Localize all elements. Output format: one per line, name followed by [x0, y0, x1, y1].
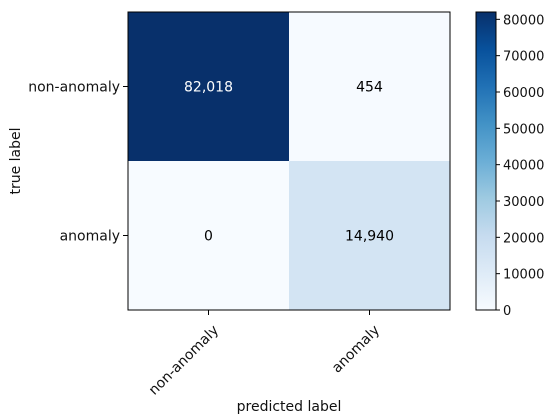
colorbar-tick-label-2: 20000: [503, 231, 544, 246]
x-axis-ticks: non-anomaly anomaly: [146, 310, 383, 399]
cell-value-label-0-0: 82,018: [184, 80, 233, 96]
heatmap-cell-1-0: [128, 161, 289, 310]
colorbar-tick-label-5: 50000: [503, 122, 544, 137]
heatmap-cell-0-1: [289, 12, 450, 161]
cell-value-label-0-1: 454: [356, 80, 383, 96]
y-tick-label-0: non-anomaly: [28, 80, 120, 96]
heatmap-cell-1-1: [289, 161, 450, 310]
colorbar-tick-label-1: 10000: [503, 268, 544, 283]
y-axis-ticks: non-anomaly anomaly: [28, 80, 128, 245]
plot-frame: [127, 11, 451, 311]
colorbar-ticks: 0 10000 20000 30000 40000 50000 60000 70000 8000…: [496, 13, 544, 319]
cell-value-label-1-1: 14,940: [345, 229, 394, 245]
colorbar-gradient: [475, 11, 497, 311]
colorbar-tick-label-8: 80000: [503, 13, 544, 28]
x-tick-label-0: non-anomaly: [146, 322, 222, 398]
colorbar-tick-label-4: 40000: [503, 159, 544, 174]
y-axis-label: true label: [8, 127, 24, 194]
x-axis-label: predicted label: [237, 399, 342, 415]
heatmap-cells: [128, 12, 450, 310]
heatmap-cell-labels: 82,018 454 0 14,940: [184, 80, 394, 245]
cell-value-label-1-0: 0: [204, 229, 213, 245]
x-tick-label-1: anomaly: [329, 322, 383, 376]
colorbar-tick-label-7: 70000: [503, 50, 544, 65]
y-tick-label-1: anomaly: [60, 229, 120, 245]
colorbar: 0 10000 20000 30000 40000 50000 60000 70000 8000…: [475, 11, 544, 319]
colorbar-tick-label-0: 0: [503, 304, 511, 319]
colorbar-tick-label-6: 60000: [503, 86, 544, 101]
heatmap-cell-0-0: [128, 12, 289, 161]
colorbar-tick-label-3: 30000: [503, 195, 544, 210]
